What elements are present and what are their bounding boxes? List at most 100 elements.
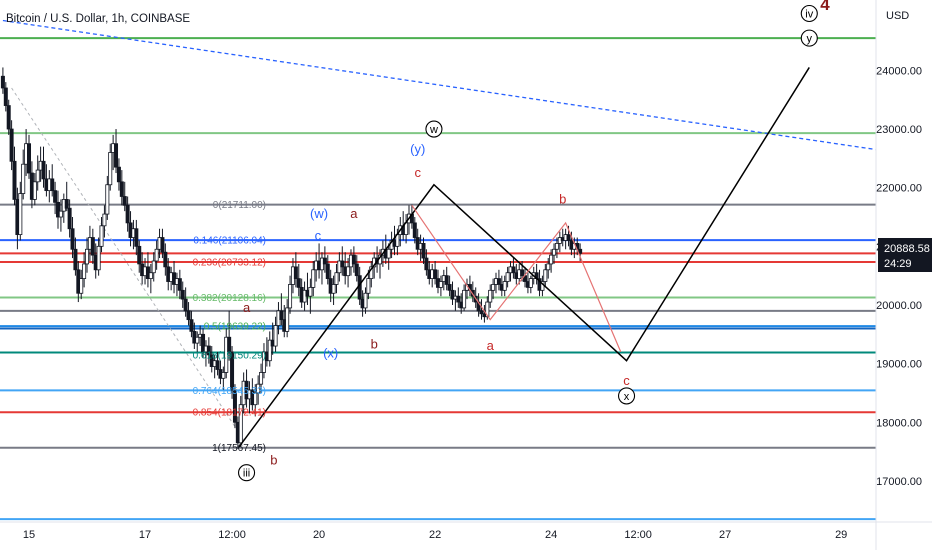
candle-body [215,360,220,370]
price-tick-label: 17000.00 [876,476,922,488]
candle-body [35,169,40,183]
wave-label: c [315,228,322,243]
wave-label: a [487,338,495,353]
wave-label-circle [238,464,256,482]
candle-body [224,336,229,373]
fibonacci-labels: 0(21711.00) 0.146(21106.04) 0.236(20733.12… [193,200,266,454]
candle-body [354,263,359,277]
current-price-tag-bg [878,238,932,272]
decline-guide-line [11,87,245,441]
candle-body [421,243,426,259]
candle-body [505,272,510,282]
candle-body [308,286,313,297]
time-tick-label: 12:00 [218,529,246,541]
candle-body [154,248,159,262]
candle-body [6,105,11,130]
bar-countdown: 24:29 [884,258,912,270]
candle-body [293,266,298,279]
candle-body [122,196,127,206]
candle-body [331,284,336,294]
candle-body [27,143,32,174]
candle-body [177,278,182,291]
wave-label: b [270,452,277,467]
candle-body [90,237,95,256]
candle-body [566,234,571,241]
candle-body [549,254,554,265]
candle-body [288,284,293,309]
candle-body [479,310,484,315]
candle-body [32,181,37,200]
candle-body [102,213,107,227]
price-axis-currency: USD [886,10,909,22]
candle-body [511,266,516,274]
time-axis[interactable]: 15 17 12:00 20 22 24 12:00 27 29 [23,529,847,541]
candle-body [99,225,104,247]
candle-body [186,310,191,321]
candle-body [221,372,226,379]
candle-body [58,210,63,218]
wave-label: y [807,33,813,45]
wave-label-circle [800,4,818,23]
wave-projection-paths [238,67,810,448]
wave-path-black [238,67,810,448]
candle-body [447,284,452,291]
fib-level-label: 0.5(19639.22) [204,322,266,333]
wave-label: iii [243,468,250,480]
fib-level-label: 0(21711.00) [213,200,266,211]
wave-label: (x) [323,346,338,361]
candle-body [163,251,168,268]
candle-body [485,301,490,318]
candle-body [125,204,130,224]
candle-body [267,339,272,362]
candle-body [134,228,139,247]
candle-body [322,257,327,265]
wave-label-circle [800,29,818,47]
candle-body [334,272,339,285]
candle-body [279,310,284,321]
price-tick-label: 19000.00 [876,359,922,371]
candle-body [230,351,235,391]
price-tick-label: 22000.00 [876,183,922,195]
candle-body [578,248,583,254]
candle-body [325,263,330,279]
candle-body [285,307,290,332]
candle-body [444,275,449,285]
fib-level-label: 0.764(18545.33) [193,386,266,397]
candlesticks [0,67,583,449]
candle-body [259,372,264,385]
candle-body [261,351,266,373]
candle-body [9,128,14,162]
wave-label: w [429,124,438,136]
candle-body [528,278,533,288]
candle-body [424,257,429,271]
candle-body [351,254,356,265]
current-price-tag: 20888.58 24:29 [878,238,932,272]
candle-body [488,289,493,303]
candle-body [412,222,417,238]
candle-body [148,272,153,279]
candle-body [82,263,87,279]
candle-body [253,392,258,406]
candle-body [232,389,237,423]
candle-body [311,269,316,288]
candle-body [119,181,124,197]
candle-body [116,166,121,183]
candle-body [0,75,5,89]
time-tick-label: 12:00 [624,529,652,541]
candle-body [357,275,362,300]
wave-label: a [350,206,358,221]
candle-body [56,201,61,218]
candle-body [438,281,443,288]
wave-label: (w) [310,206,328,221]
candle-body [18,193,23,236]
time-tick-label: 27 [719,529,731,541]
price-tick-label: 24000.00 [876,65,922,77]
wave-label: 4 [820,0,830,14]
descending-trendline [2,19,877,151]
candle-body [180,289,185,300]
candle-body [363,292,368,309]
